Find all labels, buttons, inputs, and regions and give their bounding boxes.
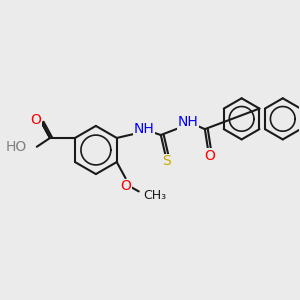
Text: S: S <box>162 154 171 169</box>
Text: NH: NH <box>134 122 154 136</box>
Text: HO: HO <box>5 140 26 154</box>
Text: O: O <box>121 179 132 194</box>
Text: O: O <box>31 113 41 127</box>
Text: O: O <box>204 148 215 163</box>
Text: NH: NH <box>178 116 199 129</box>
Text: CH₃: CH₃ <box>143 189 166 202</box>
